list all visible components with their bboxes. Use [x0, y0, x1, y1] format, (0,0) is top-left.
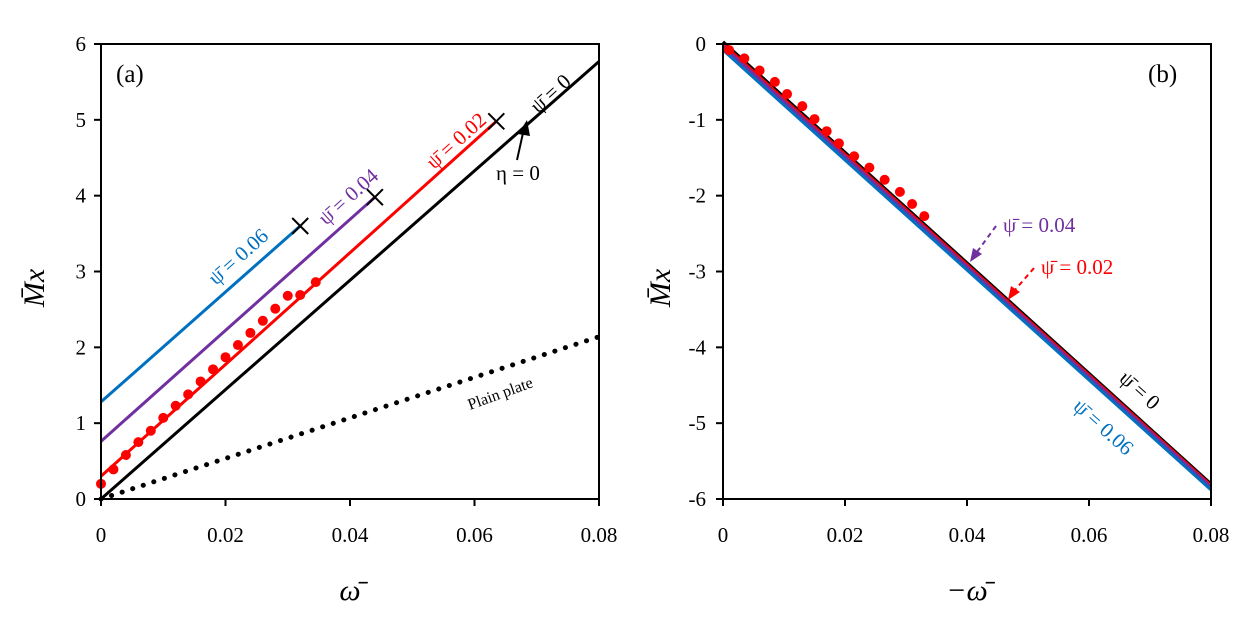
panel-b-line-psi004	[721, 45, 1213, 488]
panel-a-markers	[96, 277, 321, 489]
panel-a-ytick-label: 6	[76, 32, 87, 56]
panel-a-end-cross	[366, 188, 384, 206]
panel-b-data-point	[754, 65, 765, 76]
panel-a-data-point	[220, 352, 231, 363]
panel-a-plot-frame	[100, 43, 600, 500]
panel-a-data-point	[257, 315, 268, 326]
panel-a-ylabel: M̄x	[18, 268, 51, 308]
panel-b-ytick-label: -6	[689, 487, 707, 511]
panel-a-data-point	[208, 364, 219, 375]
panel-b-ytick-label: -3	[689, 260, 707, 284]
panel-a-data-point	[232, 340, 243, 351]
panel-b-plot-frame	[722, 43, 1212, 500]
panel-b-line-psi006	[721, 48, 1213, 492]
panel-a-data-point	[120, 450, 131, 461]
panel-a-data-point	[108, 464, 119, 475]
panel-b-xtick-label: 0.08	[1193, 523, 1230, 547]
panel-a-data-point	[282, 290, 293, 301]
panel-a-ytick-label: 2	[76, 335, 87, 359]
panel-a-xtick-label: 0.06	[456, 523, 493, 547]
panel-b-xtick-label: 0.04	[949, 523, 986, 547]
panel-a-ytick-label: 5	[76, 108, 87, 132]
panel-a-line-plain	[98, 334, 602, 502]
panel-b-xtick-label: 0	[718, 523, 729, 547]
panel-a-xtick-label: 0.08	[581, 523, 618, 547]
panel-a-end-cross	[487, 112, 505, 131]
eta-arrow-line	[516, 132, 524, 161]
panel-b-ytick-label: -4	[689, 335, 707, 359]
panel-a-ytick-label: 3	[76, 260, 87, 284]
panel-b-ticks: 0 0.02 0.04 0.06 0.08 0 -1 -2 -3 -4 -5 -6	[689, 32, 1230, 547]
panel-a-data-point	[170, 400, 181, 411]
panel-a-ytick-label: 4	[76, 184, 87, 208]
panel-a-data-point	[195, 376, 206, 387]
psi004-annotation-label: ψ̄ = 0.04	[1003, 213, 1076, 237]
panel-a-data-point	[310, 277, 321, 288]
eta-label: η = 0	[496, 161, 540, 185]
panel-b-psi004-annotation: ψ̄ = 0.04	[970, 213, 1076, 262]
panel-a-xtick-label: 0.02	[207, 523, 244, 547]
panel-b-series	[721, 40, 1213, 492]
panel-b-label: (b)	[1148, 61, 1177, 88]
panel-a-xtick-label: 0	[96, 523, 107, 547]
psi002-dashed-arrow	[1014, 267, 1035, 291]
panel-a-line-psi006	[100, 224, 302, 404]
panel-b-ylabel: M̄x	[644, 268, 677, 308]
panel-a-line-psi0	[100, 60, 600, 501]
panel-b-data-point	[797, 101, 808, 112]
panel-b-ytick-label: 0	[696, 32, 707, 56]
panel-a-data-point	[133, 437, 144, 448]
panel-b-ytick-label: -5	[689, 411, 707, 435]
panel-b-data-point	[739, 53, 750, 64]
panel-b-psi006-label: ψ̄ = 0.06	[1069, 394, 1139, 460]
panel-a-end-crosses	[291, 112, 505, 235]
panel-b-markers	[724, 45, 930, 222]
panel-a-plain-plate-label: Plain plate	[466, 375, 536, 414]
panel-a-end-cross	[291, 217, 309, 235]
panel-b-xtick-label: 0.02	[827, 523, 864, 547]
panel-b-data-point	[849, 151, 860, 162]
panel-b-ytick-label: -2	[689, 184, 707, 208]
panel-a-data-point	[145, 425, 156, 436]
eta-arrow-head	[518, 120, 530, 136]
panel-b-ytick-label: -1	[689, 108, 707, 132]
panel-a-ytick-label: 0	[76, 487, 87, 511]
panel-b-data-point	[907, 199, 918, 210]
panel-a-data-point	[245, 327, 256, 338]
panel-b-data-point	[894, 186, 905, 197]
psi004-arrow-head	[970, 248, 982, 262]
panel-a-data-point	[158, 412, 169, 423]
panel-b-data-point	[809, 114, 820, 125]
psi004-dashed-arrow	[976, 225, 997, 253]
panel-b-data-point	[724, 45, 735, 56]
panel-b-data-point	[821, 126, 832, 137]
panel-b: 0 0.02 0.04 0.06 0.08 0 -1 -2 -3 -4 -5 -6 (b) ψ̄ = …	[644, 32, 1229, 607]
panel-a-data-point	[183, 389, 194, 400]
panel-b-data-point	[879, 174, 890, 185]
panel-a-series	[98, 60, 602, 502]
psi002-annotation-label: ψ̄ = 0.02	[1041, 255, 1113, 279]
panel-b-psi002-annotation: ψ̄ = 0.02	[1008, 255, 1113, 300]
panel-a-psi0-label: ψ̄ = 0	[525, 69, 575, 118]
panel-b-data-point	[919, 211, 930, 222]
panel-a-ytick-label: 1	[76, 411, 87, 435]
panel-a-xtick-label: 0.04	[332, 523, 369, 547]
psi002-arrow-head	[1008, 286, 1020, 300]
panel-b-data-point	[833, 138, 844, 149]
panel-b-xtick-label: 0.06	[1071, 523, 1108, 547]
panel-a-data-point	[270, 303, 281, 314]
panel-b-data-point	[782, 89, 793, 100]
panel-b-data-point	[769, 76, 780, 87]
panel-b-xlabel: −ω̄	[946, 574, 995, 607]
panel-b-data-point	[864, 162, 875, 173]
panel-a-label: (a)	[116, 61, 144, 88]
panel-a-xlabel: ω̄	[339, 574, 368, 607]
panel-a-ticks: 0 0.02 0.04 0.06 0.08 0 1 2 3 4 5 6	[76, 32, 618, 547]
panel-a-data-point	[295, 290, 306, 301]
panel-a-eta-annotation: η = 0	[496, 120, 540, 185]
panel-a-line-psi004	[100, 196, 376, 443]
